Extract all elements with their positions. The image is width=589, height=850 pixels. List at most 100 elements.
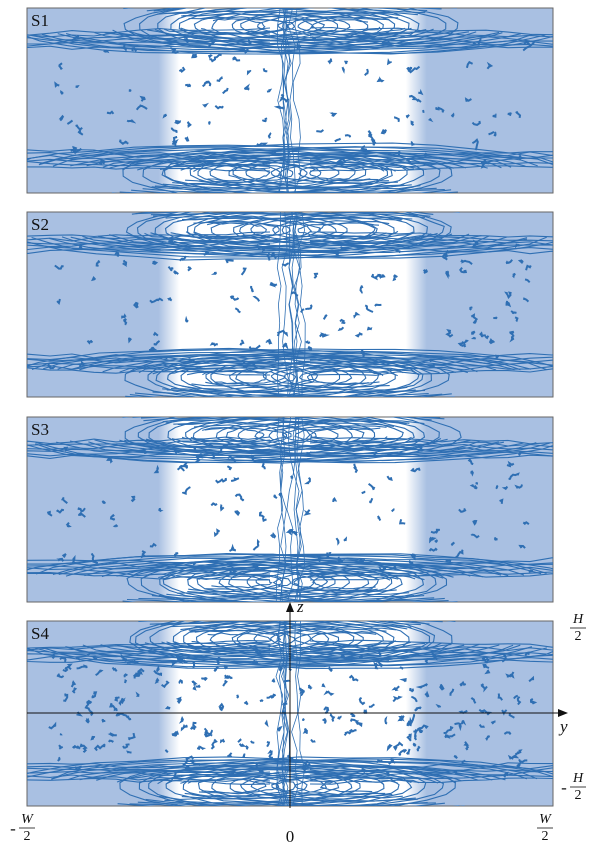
particle-track (376, 759, 383, 764)
particle-track (329, 712, 336, 722)
particle-track (393, 565, 397, 570)
particle-track (321, 717, 327, 725)
particle-track (193, 445, 197, 452)
particle-track (528, 675, 535, 683)
particle-track (490, 720, 496, 725)
particle-track (514, 243, 521, 249)
particle-track (309, 231, 553, 238)
particle-track (189, 151, 512, 193)
particle-track (309, 444, 553, 454)
particle-track (65, 521, 72, 528)
particle-track (507, 754, 520, 760)
particle-track (391, 685, 400, 692)
particle-track (27, 649, 271, 655)
particle-track (61, 553, 67, 559)
particle-track (178, 66, 186, 74)
particle-track (219, 442, 231, 452)
particle-track (443, 725, 454, 734)
particle-track (515, 110, 522, 119)
particle-track (218, 702, 225, 712)
particle-track (109, 513, 116, 521)
particle-track (126, 715, 132, 721)
particle-track (209, 53, 222, 63)
particle-track (505, 259, 513, 265)
particle-track (124, 348, 553, 397)
particle-track (407, 714, 416, 725)
particle-track (369, 497, 374, 504)
particle-track (149, 621, 533, 666)
particle-track (267, 749, 274, 759)
particle-track (159, 555, 542, 602)
particle-track (361, 490, 366, 495)
particle-track (27, 562, 271, 570)
particle-track (184, 764, 190, 772)
particle-track (207, 54, 213, 59)
particle-track (311, 36, 317, 42)
particle-track (84, 561, 380, 602)
panel: S1 (26, 7, 554, 194)
particle-track (309, 655, 553, 663)
particle-track (449, 733, 456, 738)
particle-track (272, 217, 432, 243)
particle-track (222, 87, 229, 95)
particle-track (278, 492, 283, 499)
particle-track (119, 756, 553, 806)
particle-track (182, 764, 506, 806)
particle-track (301, 718, 305, 721)
particle-track (370, 273, 380, 281)
particle-track (129, 621, 553, 670)
particle-track (163, 572, 291, 593)
particle-track (265, 338, 273, 345)
particle-track (349, 718, 359, 725)
particle-track (139, 95, 146, 102)
particle-track (182, 755, 194, 766)
particle-track (71, 687, 78, 694)
particle-track (424, 690, 430, 698)
particle-track (63, 693, 69, 702)
particle-track (290, 475, 294, 480)
particle-track (266, 740, 271, 748)
particle-track (479, 331, 487, 338)
particle-track (51, 654, 56, 659)
particle-track (321, 683, 326, 688)
particle-track (78, 243, 83, 249)
particle-track (414, 706, 422, 712)
particle-track (305, 451, 312, 457)
particle-track (75, 84, 80, 89)
particle-track (310, 30, 553, 38)
particle-track (288, 212, 295, 397)
particle-track (234, 510, 241, 517)
particle-track (210, 356, 478, 397)
particle-track (284, 679, 291, 683)
particle-track (367, 483, 376, 491)
particle-track (202, 80, 212, 88)
particle-track (252, 538, 260, 551)
particle-track (445, 270, 450, 280)
particle-track (122, 259, 128, 268)
particle-track (277, 14, 427, 38)
particle-track (310, 738, 316, 743)
particle-track (359, 285, 364, 295)
particle-track (27, 438, 271, 446)
particle-track (309, 448, 553, 457)
particle-track (27, 166, 271, 172)
particle-track (255, 651, 263, 657)
particle-track (391, 508, 395, 513)
particle-track (209, 621, 480, 659)
particle-track (313, 272, 319, 279)
particle-track (27, 445, 271, 452)
particle-track (309, 245, 553, 255)
particle-track (126, 750, 132, 754)
particle-track (279, 157, 286, 161)
particle-track (41, 8, 420, 53)
particle-track (158, 507, 164, 513)
particle-track (499, 498, 504, 504)
particle-track (234, 307, 241, 314)
particle-track (278, 665, 284, 673)
particle-track (121, 44, 127, 51)
particle-track (27, 572, 271, 581)
particle-track (232, 56, 241, 62)
particle-track (309, 774, 553, 783)
particle-track (142, 146, 553, 193)
